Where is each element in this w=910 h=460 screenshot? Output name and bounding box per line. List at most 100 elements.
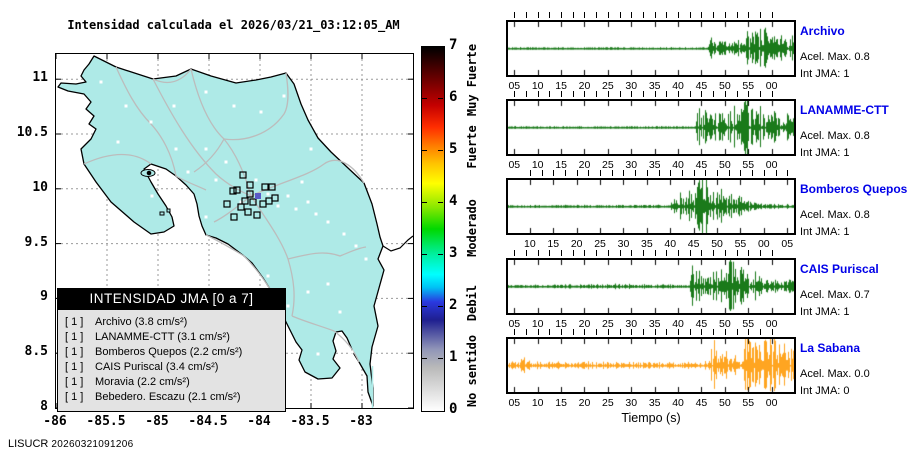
time-tick-label: 35 bbox=[648, 318, 661, 330]
station-link[interactable]: CAIS Puriscal bbox=[800, 262, 879, 276]
time-tick-label: 30 bbox=[625, 318, 638, 330]
ruler-tick bbox=[607, 250, 609, 256]
seismogram-trace bbox=[508, 22, 794, 75]
legend-entry: [ 1 ] Moravia (2.2 cm/s²) bbox=[65, 375, 278, 390]
station-info: CAIS Puriscal Acel. Max. 0.7 Int JMA: 1 bbox=[800, 262, 908, 322]
map-x-tick-label: -84.5 bbox=[188, 414, 228, 429]
acel-max-label: Acel. Max. 0.8 bbox=[800, 51, 870, 63]
ruler-tick bbox=[666, 91, 668, 97]
gulf-islands bbox=[140, 169, 171, 216]
ruler-tick bbox=[561, 12, 563, 18]
time-tick-label: 15 bbox=[547, 238, 560, 250]
time-tick-label: 05 bbox=[508, 159, 521, 171]
map-x-tick-label: -83 bbox=[349, 414, 373, 429]
colorbar-tick bbox=[438, 98, 443, 99]
legend-intensity-value: [ 1 ] bbox=[65, 346, 84, 358]
ruler-tick bbox=[596, 329, 598, 335]
ruler-tick bbox=[748, 329, 750, 335]
legend-intensity-value: [ 1 ] bbox=[65, 316, 84, 328]
colorbar-category-label: No sentido bbox=[465, 334, 479, 408]
time-tick-label: 45 bbox=[695, 80, 708, 92]
colorbar-tick bbox=[438, 358, 443, 359]
ruler-tick bbox=[678, 250, 680, 256]
ruler-tick bbox=[549, 91, 551, 97]
ruler-tick bbox=[701, 250, 703, 256]
ruler-tick bbox=[549, 329, 551, 335]
colorbar-tick bbox=[438, 254, 443, 255]
ruler-tick bbox=[588, 170, 590, 176]
ruler-tick bbox=[654, 250, 656, 256]
ruler-tick bbox=[600, 170, 602, 176]
ruler-tick bbox=[537, 12, 539, 18]
map-y-tick-label: 9.5 bbox=[24, 234, 48, 250]
station-link[interactable]: La Sabana bbox=[800, 341, 861, 355]
ruler-tick bbox=[724, 12, 726, 18]
time-tick-label: 55 bbox=[734, 238, 747, 250]
time-tick-label: 10 bbox=[531, 397, 544, 409]
station-info: La Sabana Acel. Max. 0.0 Int JMA: 0 bbox=[800, 341, 908, 401]
ruler-tick bbox=[635, 170, 637, 176]
time-tick-label: 10 bbox=[531, 159, 544, 171]
map-y-tick-label: 8.5 bbox=[24, 344, 48, 360]
ruler-tick bbox=[642, 250, 644, 256]
ruler-tick bbox=[529, 170, 531, 176]
time-tick-label: 25 bbox=[602, 318, 614, 330]
acel-max-label: Acel. Max. 0.8 bbox=[800, 130, 870, 142]
ruler-tick bbox=[607, 12, 609, 18]
seismogram-panel-lanamme bbox=[506, 99, 796, 156]
colorbar-tick-label: 2 bbox=[449, 297, 458, 313]
colorbar-tick bbox=[422, 306, 427, 307]
agency-label: LISUCR bbox=[8, 438, 49, 450]
legend-intensity-value: [ 1 ] bbox=[65, 376, 84, 388]
time-tick-label: 45 bbox=[695, 397, 708, 409]
seismogram-trace bbox=[508, 339, 794, 392]
time-tick-label: 40 bbox=[664, 238, 677, 250]
station-link[interactable]: LANAMME-CTT bbox=[800, 103, 889, 117]
ruler-tick bbox=[689, 91, 691, 97]
colorbar-tick-label: 5 bbox=[449, 141, 458, 157]
legend-entry: [ 1 ] LANAMME-CTT (3.1 cm/s²) bbox=[65, 330, 278, 345]
time-tick-label: 20 bbox=[578, 397, 591, 409]
time-tick-label: 40 bbox=[672, 159, 684, 171]
seismogram-ruler bbox=[508, 169, 794, 176]
ruler-tick bbox=[561, 250, 563, 256]
legend-title: INTENSIDAD JMA [0 a 7] bbox=[57, 288, 286, 310]
time-tick-label: 40 bbox=[672, 397, 684, 409]
time-tick-label: 15 bbox=[555, 397, 567, 409]
ruler-tick bbox=[759, 91, 761, 97]
time-tick-label: 35 bbox=[641, 238, 653, 250]
seismogram-trace bbox=[508, 260, 794, 313]
ruler-tick bbox=[525, 329, 527, 335]
ruler-tick bbox=[584, 250, 586, 256]
colorbar-tick bbox=[422, 254, 427, 255]
seismogram-time-labels: 05 10 15 20 25 30 35 40 45 50 55 00 bbox=[508, 159, 794, 171]
station-link[interactable]: Bomberos Quepos bbox=[800, 182, 908, 196]
ruler-tick bbox=[572, 91, 574, 97]
time-tick-label: 10 bbox=[531, 80, 544, 92]
ruler-tick bbox=[642, 329, 644, 335]
ruler-tick bbox=[607, 91, 609, 97]
map-x-tick-label: -84 bbox=[247, 414, 271, 429]
time-tick-label: 15 bbox=[555, 318, 567, 330]
ruler-tick bbox=[666, 12, 668, 18]
station-link[interactable]: Archivo bbox=[800, 24, 845, 38]
seismogram-time-labels: 05 10 15 20 25 30 35 40 45 50 55 00 bbox=[508, 80, 794, 92]
time-tick-label: 50 bbox=[719, 397, 731, 409]
ruler-tick bbox=[678, 12, 680, 18]
time-tick-label: 55 bbox=[742, 397, 755, 409]
map-x-tick-label: -83.5 bbox=[290, 414, 330, 429]
legend-station-label: Bomberos Quepos (2.2 cm/s²) bbox=[95, 346, 243, 358]
ruler-tick bbox=[611, 170, 613, 176]
ruler-tick bbox=[631, 329, 633, 335]
ruler-tick bbox=[619, 91, 621, 97]
ruler-tick bbox=[572, 12, 574, 18]
ruler-tick bbox=[572, 250, 574, 256]
ruler-tick bbox=[759, 250, 761, 256]
time-tick-label: 25 bbox=[602, 80, 614, 92]
legend-station-label: CAIS Puriscal (3.4 cm/s²) bbox=[95, 361, 219, 373]
time-tick-label: 30 bbox=[617, 238, 630, 250]
time-tick-label: 40 bbox=[672, 80, 684, 92]
ruler-tick bbox=[561, 329, 563, 335]
ruler-tick bbox=[759, 329, 761, 335]
time-tick-label: 00 bbox=[765, 318, 778, 330]
